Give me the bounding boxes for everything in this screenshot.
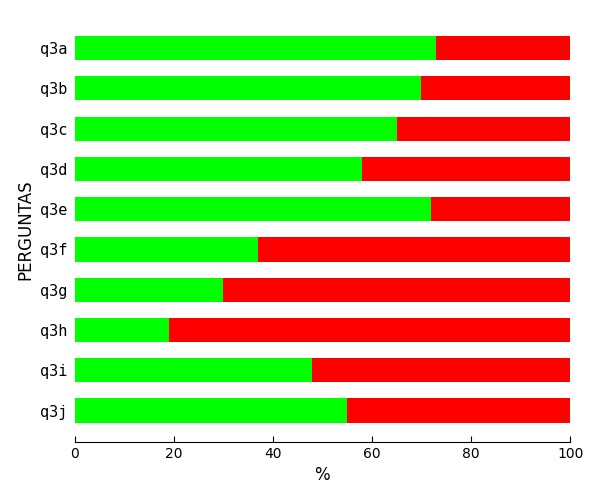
Bar xyxy=(74,237,258,262)
Bar xyxy=(436,36,570,60)
Bar xyxy=(397,117,570,141)
Bar xyxy=(74,278,223,302)
Bar xyxy=(169,318,570,342)
Bar xyxy=(74,117,397,141)
Bar xyxy=(74,76,421,100)
Bar xyxy=(362,157,570,181)
Bar xyxy=(258,237,570,262)
Bar xyxy=(74,318,169,342)
Bar xyxy=(431,197,570,221)
Bar xyxy=(74,358,313,382)
Bar xyxy=(421,76,570,100)
Bar xyxy=(74,36,436,60)
Bar xyxy=(313,358,570,382)
X-axis label: %: % xyxy=(314,466,330,484)
Bar xyxy=(74,398,347,422)
Bar xyxy=(74,157,362,181)
Bar xyxy=(223,278,570,302)
Y-axis label: PERGUNTAS: PERGUNTAS xyxy=(17,179,35,280)
Bar xyxy=(74,197,431,221)
Bar xyxy=(347,398,570,422)
